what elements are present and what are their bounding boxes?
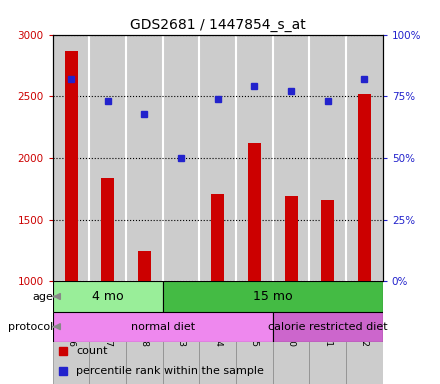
Bar (101, 178, 114, 281)
Bar (53, 35, 89, 281)
Bar (199, 35, 236, 281)
Bar (163, 281, 383, 311)
Text: normal diet: normal diet (131, 322, 195, 332)
Bar (273, 35, 309, 281)
Text: 15 mo: 15 mo (253, 290, 293, 303)
Bar (211, 194, 224, 281)
Bar (358, 94, 371, 281)
Bar (163, 35, 199, 281)
Bar (65, 51, 77, 281)
Text: percentile rank within the sample: percentile rank within the sample (76, 366, 264, 376)
Bar (236, 35, 273, 281)
Text: count: count (76, 346, 107, 356)
Bar (126, 35, 163, 281)
Text: 4 mo: 4 mo (92, 290, 124, 303)
Bar (53, 311, 273, 342)
Bar (285, 196, 297, 281)
Text: age: age (32, 291, 53, 301)
Bar (321, 200, 334, 281)
Text: protocol: protocol (7, 322, 53, 332)
Text: calorie restricted diet: calorie restricted diet (268, 322, 388, 332)
Bar (89, 35, 126, 281)
Bar (346, 35, 383, 281)
Bar (53, 281, 163, 311)
Bar (138, 251, 151, 281)
Title: GDS2681 / 1447854_s_at: GDS2681 / 1447854_s_at (130, 18, 306, 32)
Bar (175, 281, 187, 283)
Bar (309, 35, 346, 281)
Bar (273, 311, 383, 342)
Bar (248, 143, 261, 281)
